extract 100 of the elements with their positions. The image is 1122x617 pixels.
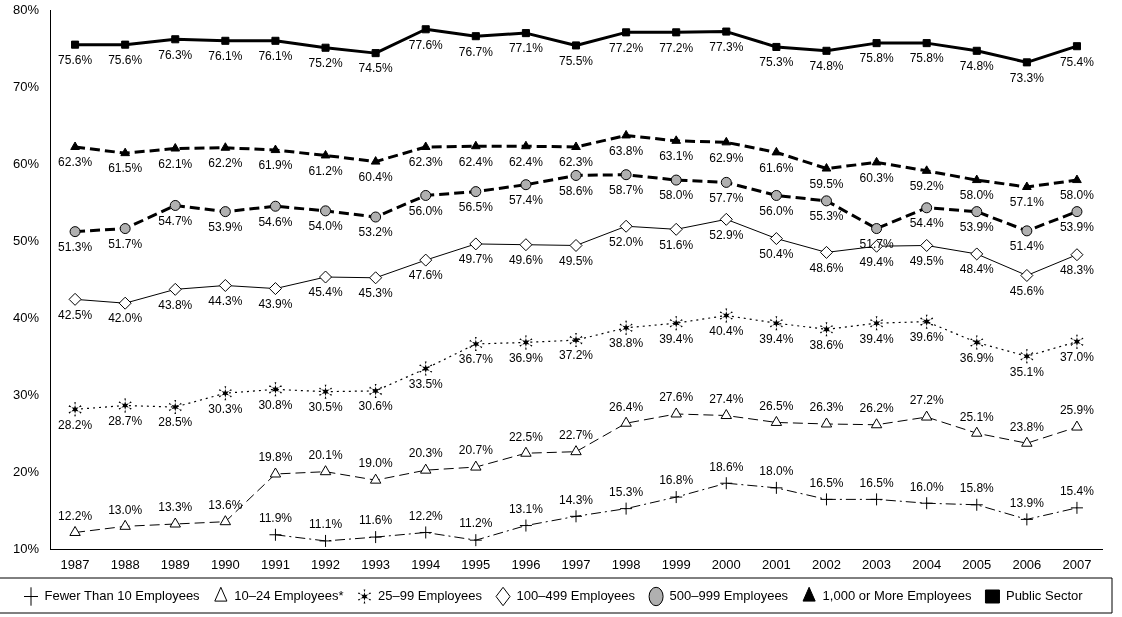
data-label: 56.5% xyxy=(458,199,494,214)
point xyxy=(720,409,732,420)
data-label: 28.2% xyxy=(58,417,93,432)
data-label: 56.0% xyxy=(408,203,444,218)
point xyxy=(571,41,581,50)
data-label: 27.4% xyxy=(709,391,744,406)
data-label: 73.3% xyxy=(1009,70,1045,85)
data-label: 13.9% xyxy=(1009,495,1045,510)
data-label: 56.0% xyxy=(759,203,794,218)
point xyxy=(871,156,882,166)
point xyxy=(69,525,81,536)
data-label: 11.1% xyxy=(308,517,343,532)
point xyxy=(268,282,282,296)
point xyxy=(68,402,82,417)
data-label: 57.4% xyxy=(508,193,544,207)
data-label: 40.4% xyxy=(709,323,744,338)
point xyxy=(118,398,132,413)
point xyxy=(219,515,232,526)
point xyxy=(218,386,232,401)
point xyxy=(370,211,382,223)
point xyxy=(268,528,282,542)
point xyxy=(470,140,481,150)
point xyxy=(369,473,382,484)
data-label: 43.9% xyxy=(258,296,293,311)
point xyxy=(521,140,531,150)
data-label: 38.8% xyxy=(609,336,644,351)
data-label: 15.8% xyxy=(959,481,995,496)
point xyxy=(1071,420,1083,431)
point xyxy=(519,335,533,350)
data-label: 48.3% xyxy=(1059,263,1095,278)
data-label: 76.1% xyxy=(208,49,243,64)
data-label: 26.2% xyxy=(859,401,894,416)
point xyxy=(769,232,783,246)
y-tick-label: 20% xyxy=(12,464,40,480)
point xyxy=(270,144,281,154)
point xyxy=(521,29,530,38)
data-label: 74.5% xyxy=(358,61,393,76)
point xyxy=(369,383,383,398)
data-label: 75.2% xyxy=(308,56,343,71)
point xyxy=(169,199,181,211)
y-tick-label: 80% xyxy=(12,2,40,18)
point xyxy=(71,40,80,49)
data-label: 15.3% xyxy=(609,484,644,499)
data-label: 15.4% xyxy=(1059,484,1095,499)
point xyxy=(420,141,431,150)
point xyxy=(471,32,480,41)
point xyxy=(121,40,130,49)
point xyxy=(722,27,731,36)
data-label: 47.6% xyxy=(408,268,444,283)
data-label: 77.3% xyxy=(709,39,744,54)
point xyxy=(419,361,433,376)
point xyxy=(670,407,682,418)
x-tick-label: 2003 xyxy=(862,556,892,572)
legend-label: Public Sector xyxy=(1005,588,1084,604)
x-tick-label: 2004 xyxy=(912,556,942,572)
data-label: 62.4% xyxy=(458,154,494,169)
data-label: 62.2% xyxy=(208,156,243,171)
data-label: 51.3% xyxy=(58,239,93,254)
data-label: 11.9% xyxy=(258,511,293,526)
data-label: 62.3% xyxy=(58,155,93,170)
point xyxy=(620,416,632,427)
legend-label: 25–99 Employees xyxy=(377,588,483,604)
data-label: 49.4% xyxy=(859,254,894,269)
data-label: 30.3% xyxy=(208,401,243,416)
data-label: 16.5% xyxy=(809,475,844,490)
data-label: 28.7% xyxy=(108,413,143,428)
data-label: 62.9% xyxy=(709,150,744,165)
data-label: 25.1% xyxy=(959,409,995,424)
point xyxy=(470,186,482,198)
data-label: 49.5% xyxy=(909,253,945,268)
point xyxy=(619,320,633,335)
data-label: 60.3% xyxy=(859,170,894,185)
data-label: 74.8% xyxy=(809,59,844,74)
data-label: 57.1% xyxy=(1009,195,1045,210)
data-label: 16.0% xyxy=(909,479,945,494)
point xyxy=(921,202,933,214)
y-tick-label: 40% xyxy=(12,310,40,326)
point xyxy=(519,238,533,252)
data-label: 39.6% xyxy=(909,329,945,344)
data-label: 18.6% xyxy=(709,459,744,474)
data-label: 42.5% xyxy=(58,307,93,322)
point xyxy=(669,316,683,331)
data-label: 75.8% xyxy=(859,51,894,66)
point xyxy=(469,533,483,547)
point xyxy=(621,129,631,139)
point xyxy=(1072,174,1082,184)
x-tick-label: 1997 xyxy=(561,556,591,572)
data-label: 42.0% xyxy=(108,311,143,326)
data-label: 35.1% xyxy=(1009,364,1045,379)
data-label: 20.7% xyxy=(458,443,494,458)
data-label: 45.4% xyxy=(308,285,343,300)
point xyxy=(622,28,631,37)
data-label: 39.4% xyxy=(659,331,694,346)
point xyxy=(1071,206,1083,218)
data-label: 62.1% xyxy=(158,156,193,171)
x-tick-label: 2005 xyxy=(962,556,992,572)
data-label: 63.1% xyxy=(659,149,694,164)
data-label: 58.7% xyxy=(609,183,644,197)
point xyxy=(872,39,881,48)
point xyxy=(920,314,934,329)
